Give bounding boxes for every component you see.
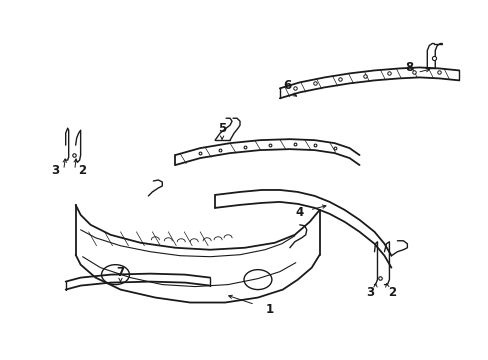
Text: 1: 1 <box>265 303 273 316</box>
Text: 4: 4 <box>295 206 303 219</box>
Text: 6: 6 <box>283 79 291 92</box>
Text: 8: 8 <box>405 61 413 74</box>
Text: 3: 3 <box>366 286 374 299</box>
Text: 3: 3 <box>52 163 60 176</box>
Ellipse shape <box>102 265 129 285</box>
Ellipse shape <box>244 270 271 289</box>
Text: 2: 2 <box>79 163 86 176</box>
Text: 7: 7 <box>116 266 124 279</box>
Text: 5: 5 <box>218 122 226 135</box>
Text: 2: 2 <box>387 286 396 299</box>
